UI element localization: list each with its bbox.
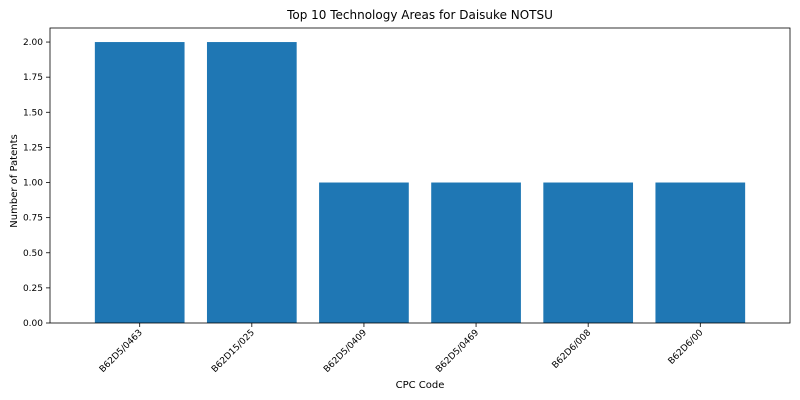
- y-axis-label: Number of Patents: [9, 134, 20, 227]
- x-tick-label: B62D5/0469: [434, 328, 481, 375]
- x-tick-label: B62D5/0409: [322, 328, 369, 375]
- y-tick-label: 1.00: [23, 179, 43, 189]
- chart-title: Top 10 Technology Areas for Daisuke NOTS…: [286, 8, 553, 22]
- bar: [95, 42, 185, 323]
- bar: [543, 183, 633, 323]
- y-tick-label: 0.00: [23, 319, 43, 329]
- plot-area: 0.00 0.25 0.50 0.75 1.00 1.25 1.50 1.75 2.00 B62D…: [23, 28, 790, 375]
- bar: [319, 183, 409, 323]
- bar: [207, 42, 297, 323]
- bar: [655, 183, 745, 323]
- x-tick-label: B62D5/0463: [98, 328, 145, 375]
- y-tick-label: 0.50: [23, 249, 43, 259]
- y-tick-label: 2.00: [23, 38, 43, 48]
- x-tick-label: B62D15/025: [210, 328, 257, 375]
- x-tick-label: B62D6/008: [551, 328, 594, 371]
- y-tick-label: 1.50: [23, 108, 43, 118]
- y-tick-label: 0.75: [23, 214, 43, 224]
- x-tick-label: B62D6/00: [667, 328, 706, 367]
- y-tick-label: 1.25: [23, 143, 43, 153]
- bar: [431, 183, 521, 323]
- y-tick-label: 1.75: [23, 73, 43, 83]
- y-tick-label: 0.25: [23, 284, 43, 294]
- x-axis-label: CPC Code: [396, 380, 445, 391]
